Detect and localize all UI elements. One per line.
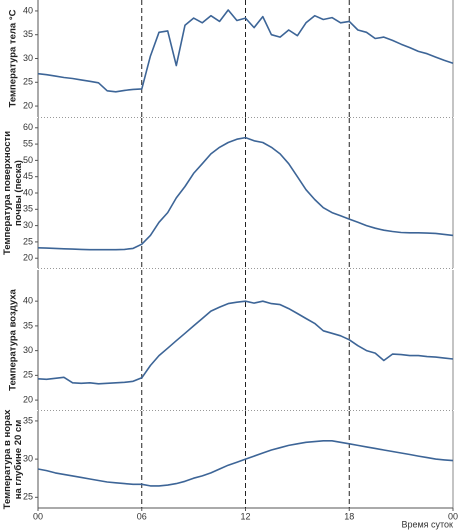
y-axis-label: Температура воздуха [8,288,19,390]
y-tick-label: 30 [23,53,33,63]
y-tick-label: 30 [23,345,33,355]
y-tick-label: 60 [23,122,33,132]
y-tick-label: 55 [23,138,33,148]
x-axis-label: Время суток [401,519,453,529]
y-axis-label: на глубине 20 см [13,420,24,499]
y-axis-label: Температура в норах [2,409,13,510]
y-tick-label: 35 [23,415,33,425]
y-tick-label: 30 [23,220,33,230]
y-tick-label: 45 [23,171,33,181]
y-axis-label: почвы (песка) [13,160,24,226]
y-tick-label: 25 [23,77,33,87]
y-tick-label: 40 [23,296,33,306]
y-tick-label: 35 [23,29,33,39]
x-tick-label: 00 [448,511,458,521]
y-tick-label: 25 [23,492,33,502]
y-tick-label: 40 [23,5,33,15]
y-tick-label: 35 [23,204,33,214]
x-tick-label: 06 [137,511,147,521]
y-tick-label: 25 [23,236,33,246]
y-axis-label: Температура тела °C [8,9,19,107]
y-tick-label: 40 [23,187,33,197]
y-tick-label: 30 [23,453,33,463]
y-tick-label: 20 [23,100,33,110]
y-tick-label: 20 [23,394,33,404]
x-tick-label: 00 [33,511,43,521]
y-axis-label: Температура поверхности [2,131,13,255]
data-line [37,136,454,251]
y-tick-label: 50 [23,155,33,165]
data-line [37,440,454,487]
x-tick-label: 18 [344,511,354,521]
y-tick-label: 35 [23,320,33,330]
y-tick-label: 20 [23,253,33,263]
y-tick-label: 25 [23,370,33,380]
data-line [37,300,454,385]
data-line [37,9,454,93]
x-tick-label: 12 [240,511,250,521]
